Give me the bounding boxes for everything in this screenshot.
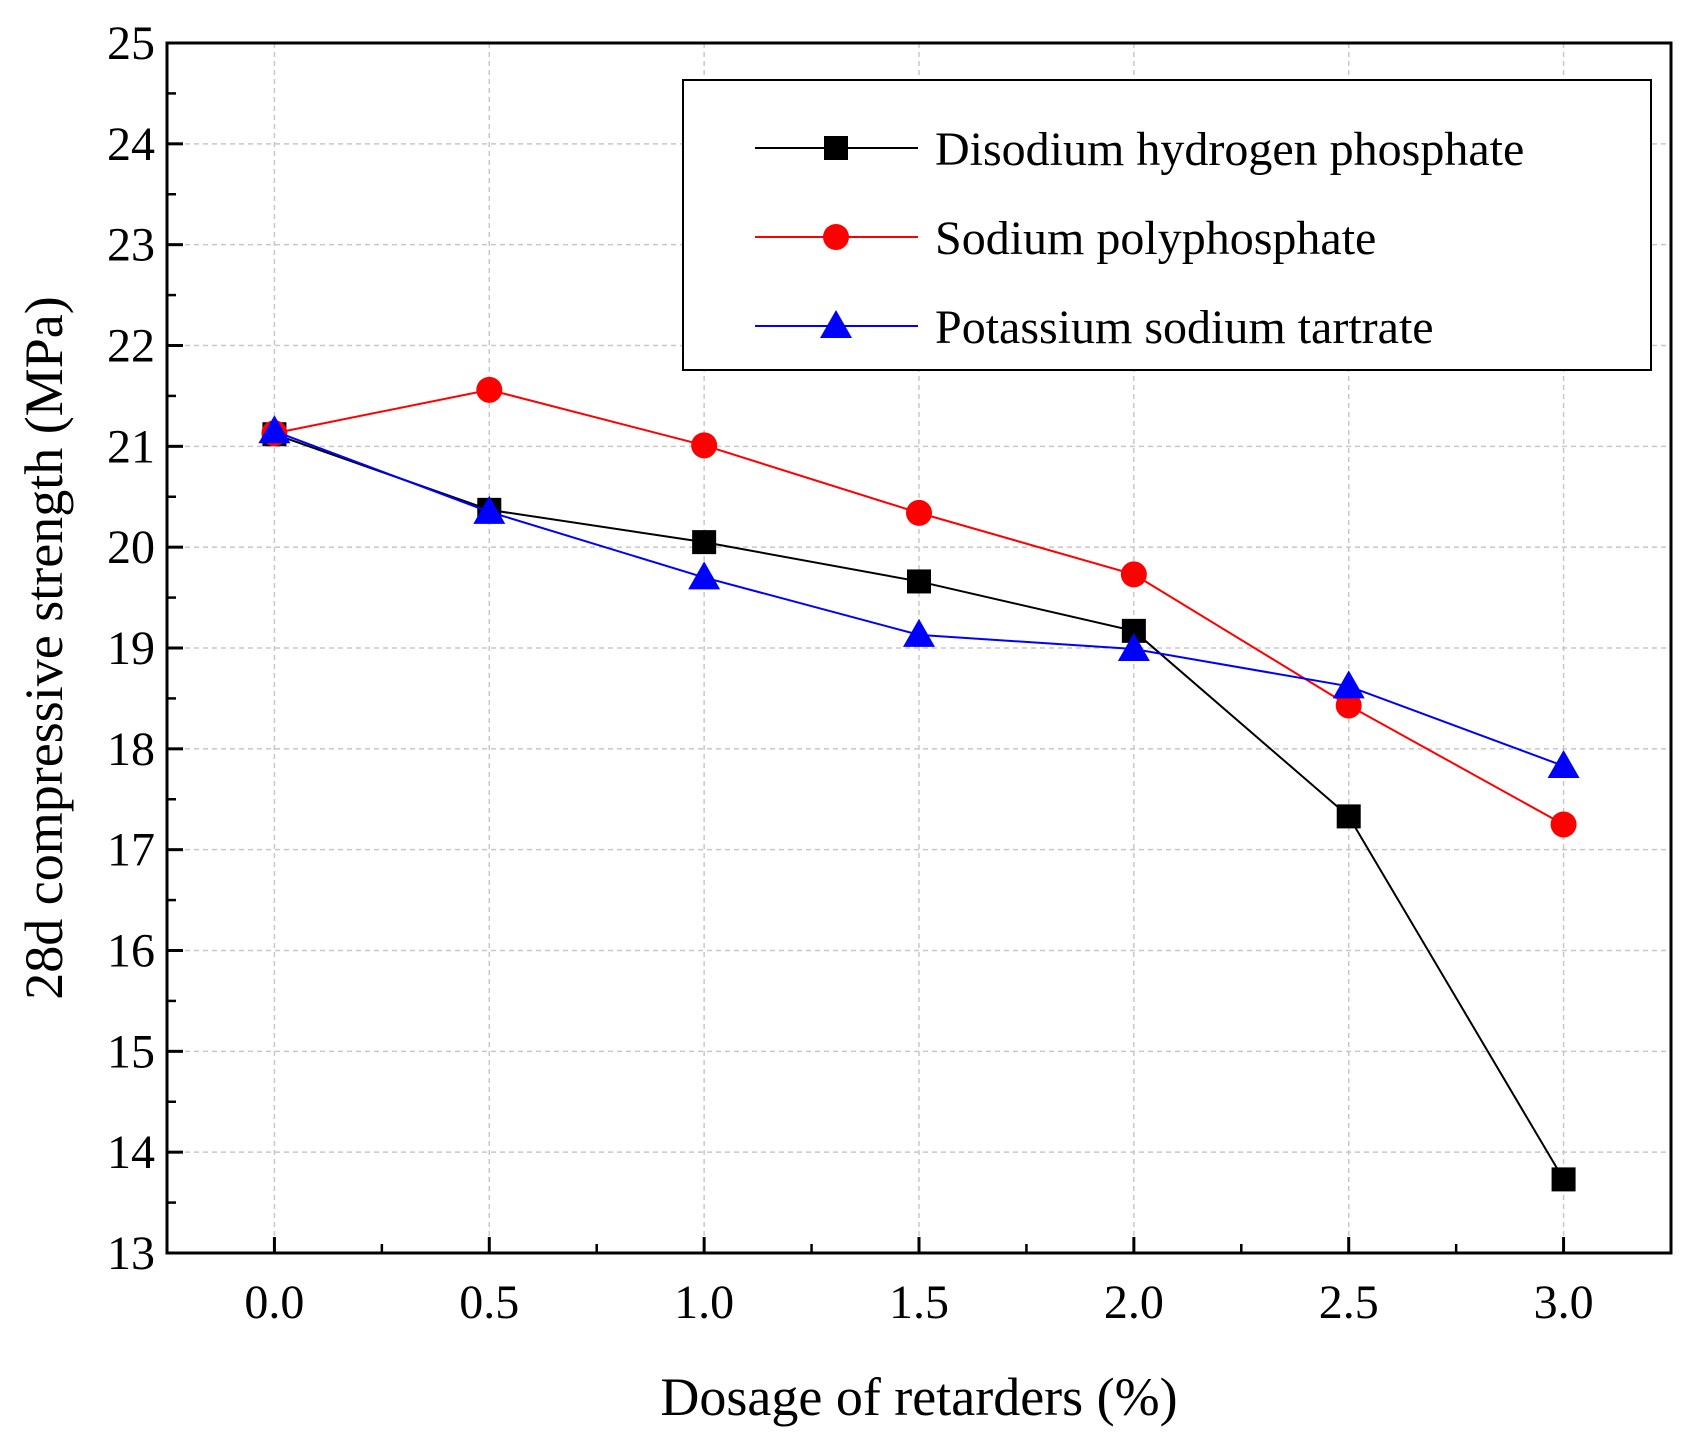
series-layer — [258, 376, 1580, 1192]
x-tick-label: 0.0 — [244, 1276, 304, 1329]
legend-label-disodium-hydrogen-phosphate: Disodium hydrogen phosphate — [935, 123, 1524, 176]
data-point-sodium-polyphosphate — [906, 499, 932, 526]
y-tick-label: 22 — [107, 320, 155, 373]
x-tick-label: 2.0 — [1104, 1276, 1164, 1329]
x-tick-label: 1.5 — [889, 1276, 949, 1329]
legend-label-sodium-polyphosphate: Sodium polyphosphate — [935, 212, 1376, 265]
series-disodium-hydrogen-phosphate — [262, 422, 1576, 1192]
y-tick-label: 19 — [107, 622, 155, 675]
data-point-sodium-polyphosphate — [1550, 811, 1577, 838]
ticks-layer: 0.0 0.5 1.0 1.5 2.0 2.5 3.0 13 14 15 16 17 18 19 20 21 2… — [107, 17, 1594, 1329]
y-tick-label: 16 — [107, 925, 155, 978]
y-axis-title: 28d compressive strength (MPa) — [14, 296, 74, 999]
y-tick-label: 25 — [107, 17, 155, 70]
y-tick-label: 23 — [107, 219, 155, 272]
y-tick-label: 24 — [107, 118, 155, 171]
data-point-sodium-polyphosphate — [1120, 561, 1147, 588]
series-line-disodium-hydrogen-phosphate — [274, 433, 1565, 1180]
x-tick-label: 1.0 — [674, 1276, 734, 1329]
y-tick-label: 17 — [107, 824, 155, 877]
y-tick-label: 15 — [107, 1025, 155, 1078]
y-tick-label: 18 — [107, 723, 155, 776]
data-point-potassium-sodium-tartrate — [473, 495, 506, 524]
y-tick-label: 14 — [107, 1126, 155, 1179]
data-point-potassium-sodium-tartrate — [688, 561, 721, 590]
legend-marker-sodium-polyphosphate — [823, 224, 849, 250]
data-point-potassium-sodium-tartrate — [903, 618, 935, 647]
data-point-disodium-hydrogen-phosphate — [1336, 804, 1361, 829]
data-point-disodium-hydrogen-phosphate — [1551, 1167, 1576, 1192]
x-tick-label: 3.0 — [1534, 1276, 1594, 1329]
y-tick-label: 20 — [107, 521, 155, 574]
data-point-sodium-polyphosphate — [1335, 692, 1362, 719]
series-sodium-polyphosphate — [261, 376, 1577, 838]
series-line-sodium-polyphosphate — [274, 388, 1565, 826]
x-tick-label: 2.5 — [1319, 1276, 1379, 1329]
legend: Disodium hydrogen phosphate Sodium polyph… — [682, 79, 1652, 371]
series-line-potassium-sodium-tartrate — [274, 430, 1564, 767]
data-point-sodium-polyphosphate — [691, 432, 718, 459]
x-tick-label: 0.5 — [459, 1276, 519, 1329]
data-point-potassium-sodium-tartrate — [1117, 633, 1150, 662]
series-potassium-sodium-tartrate — [258, 415, 1580, 778]
legend-marker-potassium-sodium-tartrate — [820, 310, 852, 338]
data-point-disodium-hydrogen-phosphate — [907, 569, 931, 594]
data-point-potassium-sodium-tartrate — [1547, 749, 1580, 778]
y-tick-label: 21 — [107, 420, 155, 473]
data-point-potassium-sodium-tartrate — [258, 415, 291, 444]
data-point-sodium-polyphosphate — [476, 376, 503, 403]
data-point-disodium-hydrogen-phosphate — [692, 530, 717, 555]
data-point-potassium-sodium-tartrate — [1332, 670, 1365, 699]
legend-marker-disodium-hydrogen-phosphate — [824, 136, 848, 160]
y-tick-label: 13 — [107, 1227, 155, 1280]
legend-box — [682, 79, 1652, 371]
x-axis-title: Dosage of retarders (%) — [660, 1367, 1177, 1427]
legend-label-potassium-sodium-tartrate: Potassium sodium tartrate — [935, 301, 1434, 354]
